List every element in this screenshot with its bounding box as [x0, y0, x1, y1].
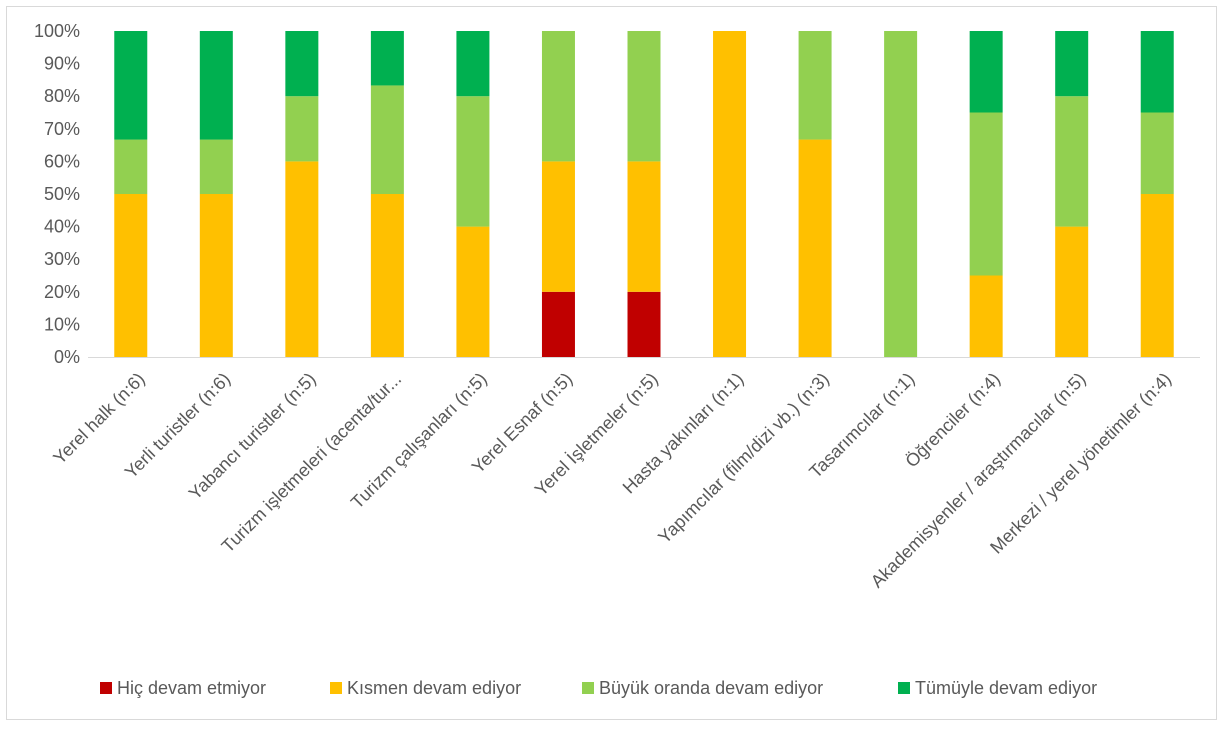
bar-segment [713, 31, 747, 357]
bar-segment [1055, 96, 1089, 227]
x-tick-label: Turizm işletmeleri (acenta/tur... [218, 369, 406, 557]
bar-segment [1055, 31, 1089, 97]
bar-segment [114, 139, 148, 194]
bar-segment [541, 161, 575, 292]
bar-segment [456, 31, 490, 97]
bar-segment [798, 31, 832, 140]
legend-swatch [100, 682, 112, 694]
bar-segment [199, 194, 233, 357]
bar-segment [370, 31, 404, 86]
y-tick-label: 50% [44, 184, 80, 204]
bar-segment [627, 31, 661, 162]
bar-segment [541, 291, 575, 357]
y-tick-label: 90% [44, 54, 80, 74]
y-tick-label: 60% [44, 151, 80, 171]
x-tick-label: Merkezi / yerel yönetimler (n:4) [986, 369, 1175, 558]
y-tick-label: 0% [54, 347, 80, 367]
bar-segment [969, 31, 1003, 113]
bar-segment [285, 31, 319, 97]
bar-segment [541, 31, 575, 162]
legend-label: Büyük oranda devam ediyor [599, 678, 823, 698]
y-tick-label: 40% [44, 217, 80, 237]
y-tick-label: 80% [44, 86, 80, 106]
bar-segment [285, 161, 319, 357]
bars-group [114, 31, 1174, 357]
bar-segment [969, 112, 1003, 276]
legend-swatch [582, 682, 594, 694]
x-tick-label: Yerel halk (n:6) [49, 369, 148, 468]
y-tick-label: 20% [44, 282, 80, 302]
legend-label: Kısmen devam ediyor [347, 678, 521, 698]
bar-segment [1140, 112, 1174, 194]
x-axis: Yerel halk (n:6)Yerli turistler (n:6)Yab… [49, 357, 1200, 592]
bar-segment [199, 31, 233, 140]
y-axis: 0% 10% 20% 30% 40% 50% 60% 70% 80% 90% 100% [34, 21, 80, 367]
bar-segment [114, 194, 148, 357]
bar-segment [285, 96, 319, 162]
bar-segment [798, 139, 832, 357]
bar-segment [627, 161, 661, 292]
bar-segment [370, 194, 404, 357]
bar-segment [114, 31, 148, 140]
legend: Hiç devam etmiyor Kısmen devam ediyor Büyü… [100, 678, 1097, 698]
y-tick-label: 70% [44, 119, 80, 139]
bar-segment [969, 275, 1003, 357]
y-tick-label: 100% [34, 21, 80, 41]
bar-segment [199, 139, 233, 194]
bar-segment [456, 226, 490, 357]
bar-segment [627, 291, 661, 357]
bar-segment [1055, 226, 1089, 357]
bar-segment [370, 85, 404, 194]
legend-swatch [898, 682, 910, 694]
bar-segment [456, 96, 490, 227]
bar-segment [884, 31, 918, 357]
bar-segment [1140, 31, 1174, 113]
legend-label: Tümüyle devam ediyor [915, 678, 1097, 698]
legend-swatch [330, 682, 342, 694]
x-tick-label: Yapımcılar (film/dizi vb.) (n:3) [654, 369, 833, 548]
y-tick-label: 30% [44, 249, 80, 269]
y-tick-label: 10% [44, 314, 80, 334]
legend-label: Hiç devam etmiyor [117, 678, 266, 698]
bar-segment [1140, 194, 1174, 357]
